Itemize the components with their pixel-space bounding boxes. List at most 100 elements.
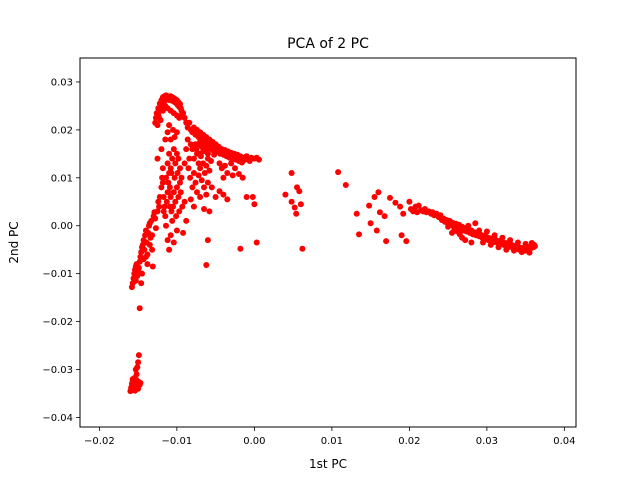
data-point [175, 155, 182, 162]
data-point [392, 199, 399, 206]
x-tick-label: −0.01 [162, 436, 193, 447]
data-point [495, 244, 502, 251]
data-point [208, 184, 215, 191]
data-point [472, 220, 479, 227]
data-point [201, 170, 208, 176]
data-point [171, 174, 178, 181]
data-point [445, 223, 452, 230]
data-point [165, 179, 172, 186]
data-point [206, 208, 213, 215]
data-point [383, 238, 390, 245]
x-tick-label: −0.02 [84, 436, 115, 447]
data-point [152, 215, 159, 222]
data-point [154, 155, 161, 162]
data-point [189, 184, 196, 191]
data-point [526, 249, 533, 256]
data-point [152, 225, 159, 232]
data-point [297, 201, 304, 208]
data-point [163, 174, 169, 181]
data-point [224, 170, 231, 176]
data-point [136, 305, 143, 312]
data-point [181, 114, 188, 121]
data-point [194, 189, 200, 196]
data-point [172, 160, 179, 167]
data-point [204, 150, 211, 157]
data-point [282, 191, 289, 198]
data-point [187, 174, 194, 181]
data-point [503, 246, 510, 253]
data-point [158, 184, 165, 191]
data-point [197, 194, 204, 200]
data-point [487, 241, 494, 248]
data-point [398, 232, 405, 239]
data-point [353, 210, 360, 217]
data-point [483, 228, 490, 235]
data-point [170, 146, 177, 153]
data-point [149, 246, 156, 253]
data-point [169, 217, 176, 224]
data-point [177, 165, 183, 172]
data-point [166, 246, 173, 253]
data-point [228, 160, 235, 167]
data-point [166, 150, 173, 157]
data-point [132, 387, 138, 394]
data-point [165, 189, 172, 196]
y-tick-label: −0.02 [42, 317, 73, 328]
data-point [197, 165, 204, 172]
data-point [164, 160, 171, 167]
data-point [192, 141, 199, 148]
data-point [170, 189, 177, 196]
data-point [180, 110, 187, 117]
data-point [209, 147, 216, 153]
data-point [199, 137, 206, 144]
data-point [180, 229, 187, 236]
y-tick-label: 0.01 [51, 173, 73, 184]
data-point [235, 171, 242, 177]
data-point [186, 155, 193, 162]
data-point [208, 141, 214, 148]
data-point [375, 189, 382, 196]
data-point [187, 141, 194, 148]
data-point [192, 179, 199, 186]
data-point [462, 237, 469, 244]
data-point [224, 196, 231, 203]
data-point [181, 160, 188, 167]
data-point [161, 203, 168, 210]
data-point [183, 146, 190, 153]
data-point [135, 359, 142, 366]
data-point [253, 239, 260, 246]
data-point [189, 146, 196, 153]
data-point [144, 261, 151, 268]
data-point [239, 174, 246, 181]
data-point [179, 203, 186, 210]
data-point [208, 158, 214, 164]
data-point [138, 280, 145, 287]
data-point [160, 208, 167, 215]
data-point [133, 371, 140, 378]
data-point [167, 232, 174, 239]
data-point [170, 239, 177, 246]
data-point [176, 208, 183, 215]
data-point [465, 222, 472, 229]
data-point [480, 239, 486, 246]
x-tick-label: 0.00 [243, 436, 265, 447]
x-tick-label: 0.02 [398, 436, 420, 447]
y-tick-label: −0.01 [42, 269, 73, 280]
data-point [415, 202, 422, 209]
data-point [367, 220, 374, 227]
data-point [522, 240, 529, 247]
plot-frame [79, 57, 577, 428]
data-point [397, 203, 404, 210]
data-point [183, 217, 190, 224]
data-point [166, 184, 173, 191]
data-point [137, 379, 144, 386]
data-point [499, 234, 506, 241]
x-axis: −0.02 −0.01 0.00 0.01 0.02 0.03 0.04 [84, 427, 576, 447]
data-point [173, 227, 180, 234]
data-point [216, 160, 223, 167]
data-point [132, 277, 139, 284]
data-point [157, 117, 164, 124]
data-point [528, 240, 535, 246]
data-point [243, 194, 250, 200]
